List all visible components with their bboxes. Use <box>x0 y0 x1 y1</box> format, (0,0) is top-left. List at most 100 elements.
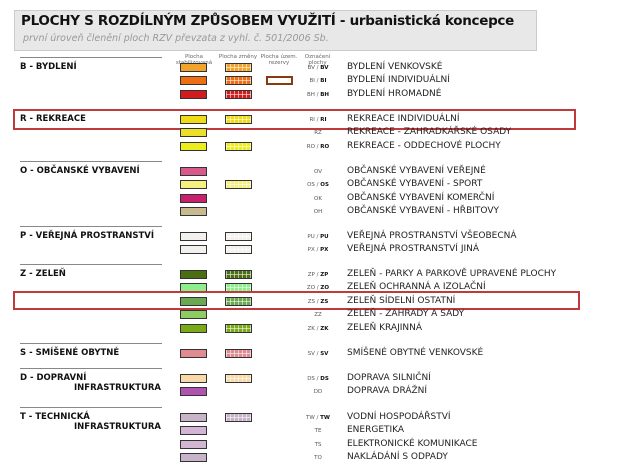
area-label: ZELEŇ KRAJINNÁ <box>347 322 423 333</box>
area-code-change: BV <box>320 65 329 71</box>
area-label: BYDLENÍ VENKOVSKÉ <box>347 62 443 72</box>
swatch-stabilized <box>180 296 207 306</box>
area-code: TE <box>314 428 322 435</box>
swatch-change <box>225 115 252 124</box>
area-label: ZELEŇ SÍDELNÍ OSTATNÍ <box>347 295 456 306</box>
column-header-reserve: Plocha územ. rezervy <box>260 54 298 66</box>
area-code: ZP / ZP <box>307 272 329 278</box>
area-code-change: RI <box>320 117 327 123</box>
area-label: OBČANSKÉ VYBAVENÍ KOMERČNÍ <box>347 192 495 203</box>
swatch-stabilized <box>180 439 207 449</box>
swatch-stabilized <box>180 413 207 422</box>
area-code: ZS / ZS <box>307 298 329 305</box>
swatch-stabilized <box>180 128 207 138</box>
area-label: OBČANSKÉ VYBAVENÍ - HŘBITOVY <box>347 206 499 217</box>
swatch-change <box>225 270 252 279</box>
swatch-change <box>225 89 252 99</box>
swatch-stabilized <box>180 453 207 463</box>
area-label: REKREACE - ODDECHOVÉ PLOCHY <box>347 140 501 151</box>
swatch-change <box>225 245 252 255</box>
area-code: ZO / ZO <box>306 285 330 292</box>
swatch-change <box>225 63 252 72</box>
area-label: ZELEŇ OCHRANNÁ A IZOLAČNÍ <box>347 282 486 293</box>
swatch-change <box>225 180 252 190</box>
group-label: Z - ZELEŇ <box>20 269 66 279</box>
swatch-change <box>225 374 252 383</box>
swatch-stabilized <box>180 180 207 190</box>
swatch-change <box>225 232 252 241</box>
area-code-change: ZP <box>320 272 329 278</box>
group-divider <box>20 57 162 58</box>
area-label: ENERGETIKA <box>347 425 405 436</box>
area-code: TS <box>314 441 322 448</box>
swatch-stabilized <box>180 323 207 333</box>
area-label: DOPRAVA DRÁŽNÍ <box>347 386 428 397</box>
swatch-stabilized <box>180 245 207 255</box>
area-code: BI / BI <box>309 78 327 85</box>
area-label: ZELEŇ - PARKY A PARKOVĚ UPRAVENÉ PLOCHY <box>347 269 557 279</box>
area-code: PX / PX <box>307 247 329 254</box>
column-header-change: Plocha změny <box>218 54 258 60</box>
swatch-stabilized <box>180 115 207 124</box>
area-code-change: SV <box>320 351 329 357</box>
area-label: OBČANSKÉ VYBAVENÍ VEŘEJNÉ <box>347 166 486 176</box>
area-code: OK <box>314 195 322 202</box>
area-code: OS / OS <box>307 182 329 189</box>
swatch-reserve <box>266 76 293 86</box>
swatch-change <box>225 349 252 358</box>
area-code: OH <box>313 209 323 216</box>
area-code: BH / BH <box>306 91 330 98</box>
area-label: REKREACE INDIVIDUÁLNÍ <box>347 114 460 124</box>
area-code: RZ <box>314 130 322 137</box>
swatch-stabilized <box>180 349 207 358</box>
area-code-change: PX <box>320 247 329 254</box>
area-code: DS / DS <box>307 376 329 382</box>
swatch-change <box>225 76 252 86</box>
group-label: P - VEŘEJNÁ PROSTRANSTVÍ <box>20 231 155 241</box>
swatch-change <box>225 323 252 333</box>
group-divider <box>20 161 162 162</box>
area-label: OBČANSKÉ VYBAVENÍ - SPORT <box>347 179 483 190</box>
area-code: PU / PU <box>307 234 329 240</box>
group-divider <box>20 368 162 369</box>
title-box: PLOCHY S ROZDÍLNÝM ZPŮSOBEM VYUŽITÍ - ur… <box>14 10 537 51</box>
area-label: BYDLENÍ INDIVIDUÁLNÍ <box>347 75 450 86</box>
area-code: ZK / ZK <box>307 325 329 332</box>
area-code: TW / TW <box>306 415 330 421</box>
swatch-stabilized <box>180 426 207 436</box>
area-code-change: ZO <box>320 285 330 292</box>
group-label-line2: INFRASTRUKTURA <box>74 383 161 393</box>
column-header-code: Označení plochy <box>304 54 331 66</box>
highlight-box <box>13 290 580 310</box>
area-label: BYDLENÍ HROMADNÉ <box>347 88 442 99</box>
swatch-change <box>225 141 252 151</box>
highlight-box <box>13 109 576 130</box>
swatch-change <box>225 296 252 306</box>
area-code-change: BH <box>320 91 330 98</box>
area-code: SV / SV <box>307 351 329 357</box>
area-code-change: DS <box>320 376 329 382</box>
swatch-stabilized <box>180 63 207 72</box>
area-label: REKREACE - ZAHRADKÁŘSKÉ OSADY <box>347 127 512 138</box>
area-code: RO / RO <box>306 143 330 150</box>
swatch-stabilized <box>180 374 207 383</box>
area-code-change: TW <box>320 415 330 421</box>
group-divider <box>20 226 162 227</box>
swatch-stabilized <box>180 270 207 279</box>
page-subtitle: první úroveň členění ploch RZV převzata … <box>23 33 329 44</box>
area-label: VEŘEJNÁ PROSTRANSTVÍ VŠEOBECNÁ <box>347 231 517 241</box>
swatch-stabilized <box>180 141 207 151</box>
swatch-stabilized <box>180 89 207 99</box>
swatch-stabilized <box>180 76 207 86</box>
group-label: T - TECHNICKÁ INFRASTRUKTURA <box>20 412 161 432</box>
area-code-change: ZS <box>320 298 329 305</box>
area-code-change: RO <box>320 143 330 150</box>
area-code: OV <box>314 169 322 175</box>
area-code: BV / BV <box>307 65 329 71</box>
swatch-stabilized <box>180 387 207 397</box>
area-code: TO <box>314 455 322 462</box>
area-code-change: OS <box>320 182 329 189</box>
swatch-stabilized <box>180 232 207 241</box>
area-label: ZELEŇ - ZAHRADY A SADY <box>347 309 465 320</box>
